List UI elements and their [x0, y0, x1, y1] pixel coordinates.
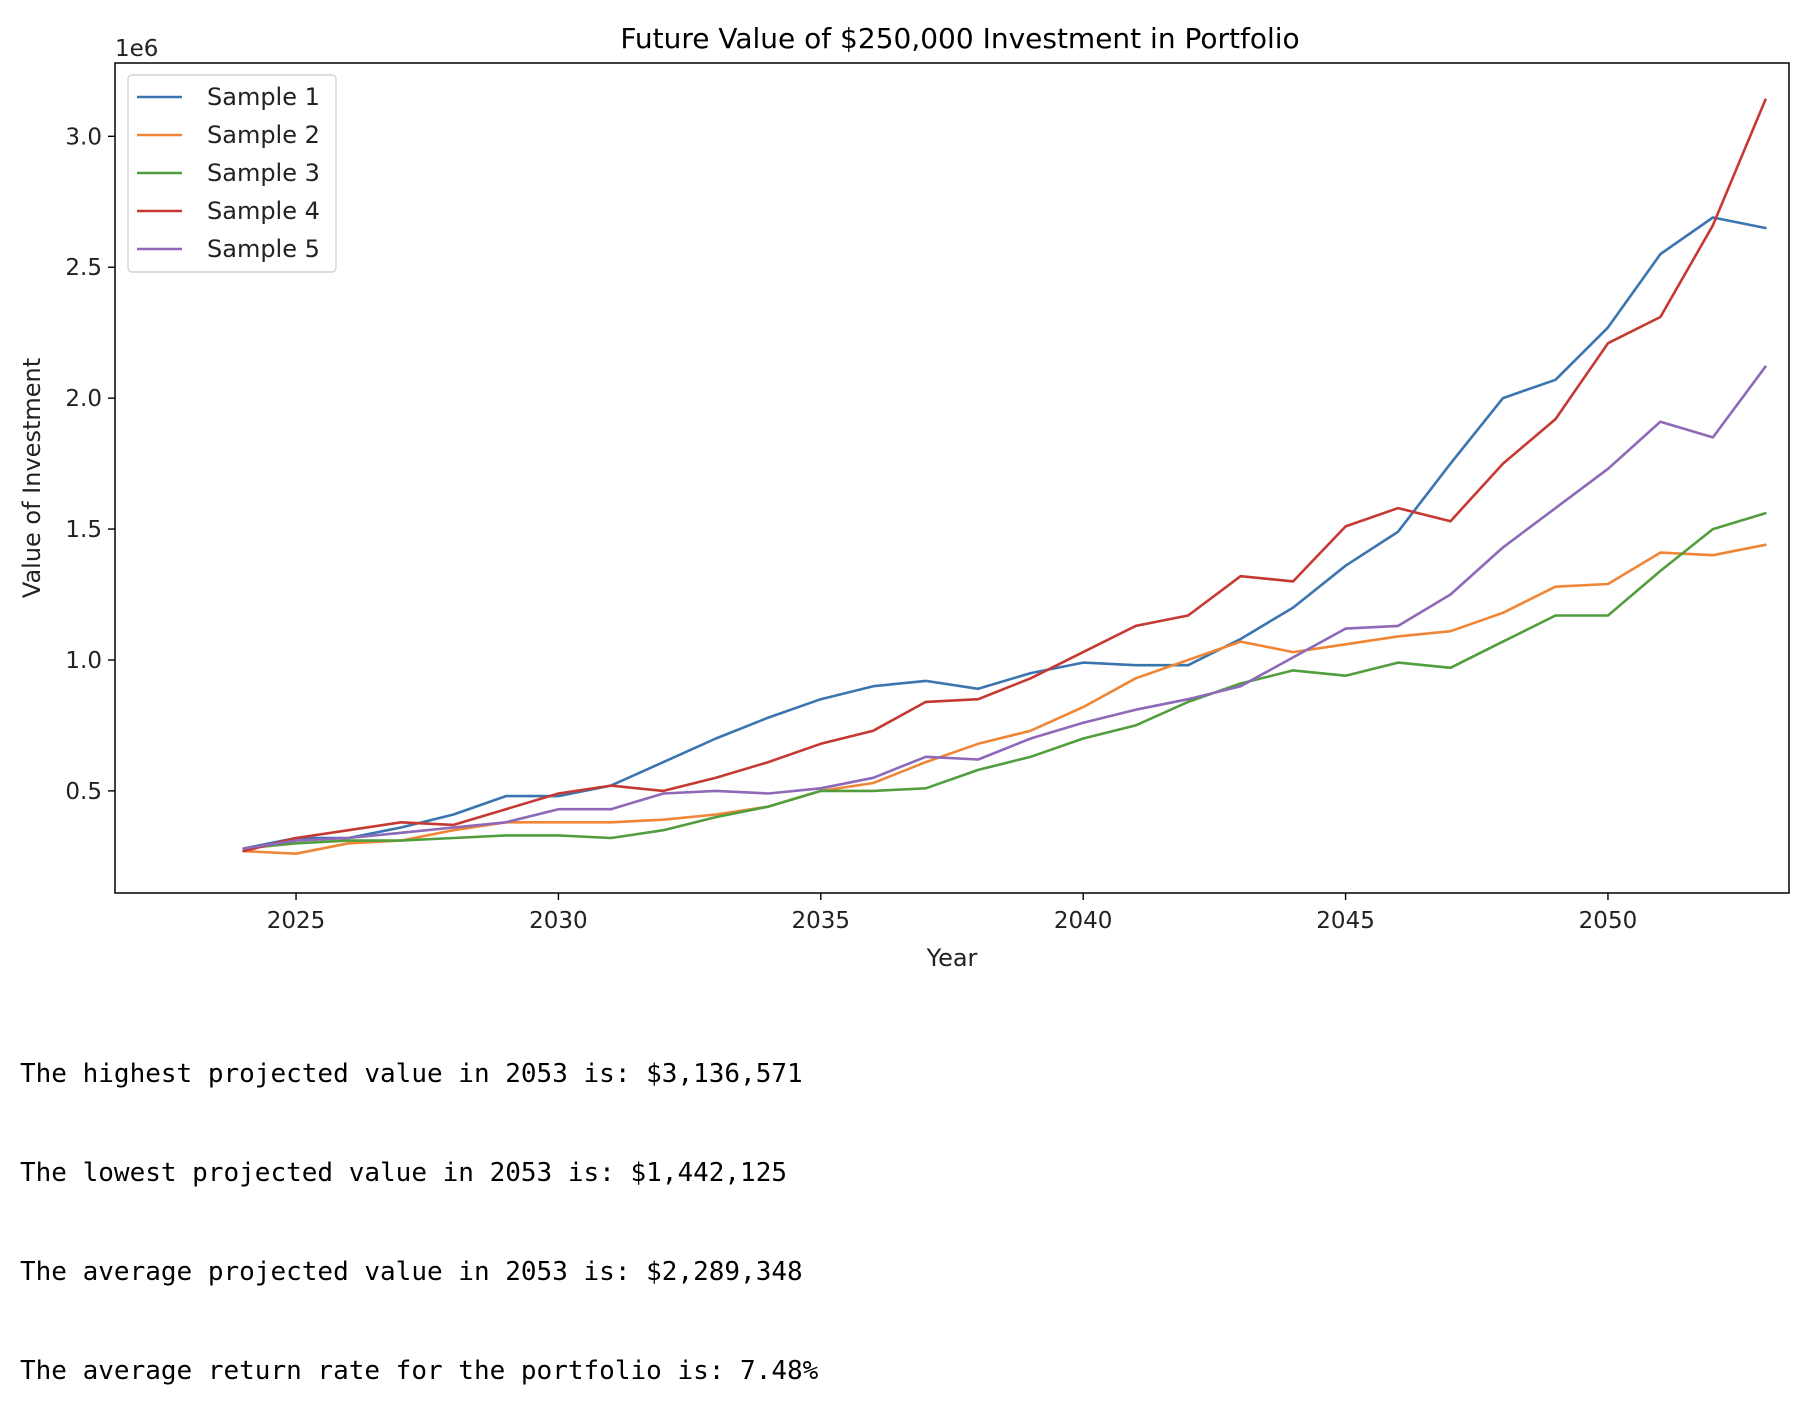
plot-frame [114, 62, 1790, 894]
y-axis-ticks: 0.5 1.0 1.5 2.0 2.5 3.0 [65, 124, 115, 805]
series-line-4 [242, 98, 1767, 853]
legend-label-5: Sample 5 [207, 235, 320, 263]
y-tick-label: 2.0 [65, 386, 102, 412]
x-tick-label: 2025 [267, 908, 326, 934]
y-tick-label: 1.5 [65, 517, 102, 543]
x-axis-ticks: 2025 2030 2035 2040 2045 2050 [267, 893, 1637, 934]
y-tick-label: 3.0 [65, 124, 102, 150]
legend-label-4: Sample 4 [207, 197, 320, 225]
series-line-5 [242, 365, 1767, 850]
output-line-average: The average projected value in 2053 is: … [20, 1257, 803, 1287]
output-line-lowest: The lowest projected value in 2053 is: $… [20, 1158, 788, 1188]
series-line-3 [242, 511, 1767, 850]
output-line-return-rate: The average return rate for the portfoli… [20, 1356, 819, 1386]
x-axis-label: Year [926, 944, 978, 972]
legend-label-2: Sample 2 [207, 121, 320, 149]
legend-label-1: Sample 1 [207, 83, 320, 111]
line-chart: Future Value of $250,000 Investment in P… [18, 22, 1790, 972]
y-axis-label: Value of Investment [18, 358, 46, 598]
y-tick-label: 0.5 [65, 779, 102, 805]
plot-area [242, 98, 1767, 856]
legend: Sample 1 Sample 2 Sample 3 Sample 4 Sample 5 [127, 74, 337, 273]
x-tick-label: 2035 [792, 908, 851, 934]
x-tick-label: 2050 [1579, 908, 1638, 934]
y-tick-label: 2.5 [65, 255, 102, 281]
legend-box [127, 74, 337, 273]
console-output: The highest projected value in 2053 is: … [20, 992, 818, 1421]
x-tick-label: 2030 [529, 908, 588, 934]
chart-title: Future Value of $250,000 Investment in P… [620, 22, 1299, 55]
y-tick-label: 1.0 [65, 648, 102, 674]
output-line-highest: The highest projected value in 2053 is: … [20, 1059, 803, 1089]
x-tick-label: 2045 [1316, 908, 1375, 934]
legend-label-3: Sample 3 [207, 159, 320, 187]
y-offset-label: 1e6 [115, 36, 158, 62]
x-tick-label: 2040 [1054, 908, 1113, 934]
series-line-1 [242, 216, 1767, 850]
